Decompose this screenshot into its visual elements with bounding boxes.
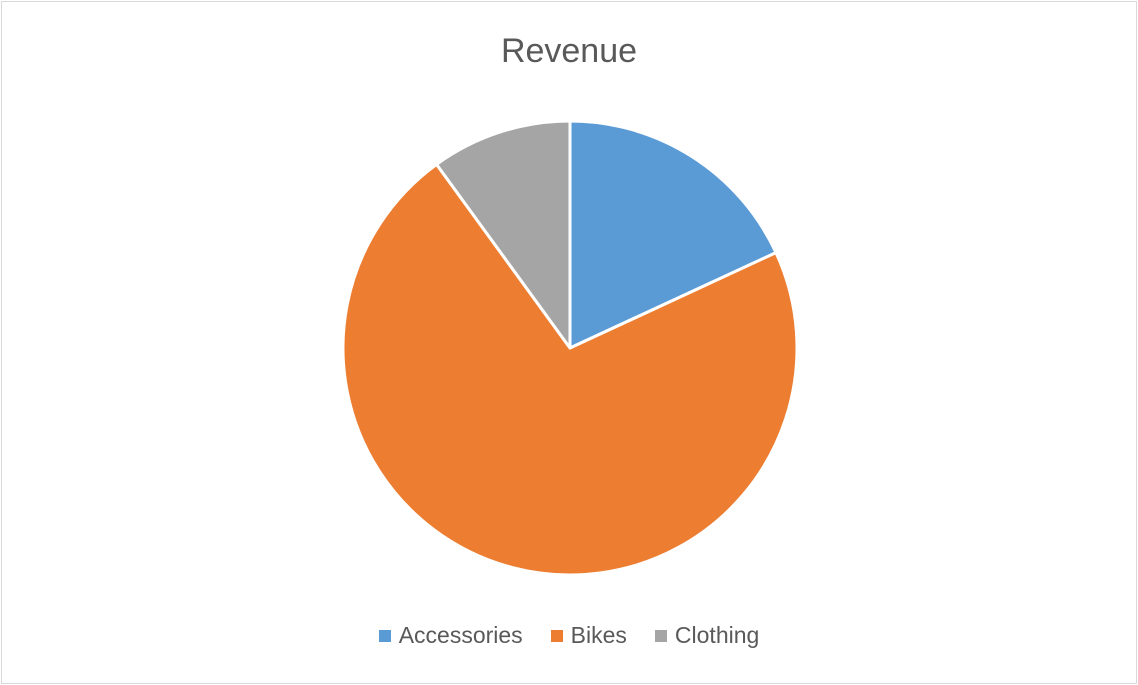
pie-slice-bikes [341, 162, 799, 577]
pie-slice-clothing [435, 119, 572, 350]
legend-swatch [378, 629, 391, 642]
legend-item-bikes: Bikes [550, 622, 627, 649]
legend: Accessories Bikes Clothing [2, 622, 1136, 649]
legend-label: Clothing [674, 622, 760, 648]
chart-title: Revenue [500, 32, 638, 70]
legend-item-clothing: Clothing [654, 622, 760, 649]
legend-label: Accessories [398, 622, 523, 648]
pie-slice-accessories [568, 119, 778, 350]
legend-swatch [550, 629, 563, 642]
legend-item-accessories: Accessories [378, 622, 523, 649]
legend-label: Bikes [570, 622, 627, 648]
legend-swatch [654, 629, 667, 642]
